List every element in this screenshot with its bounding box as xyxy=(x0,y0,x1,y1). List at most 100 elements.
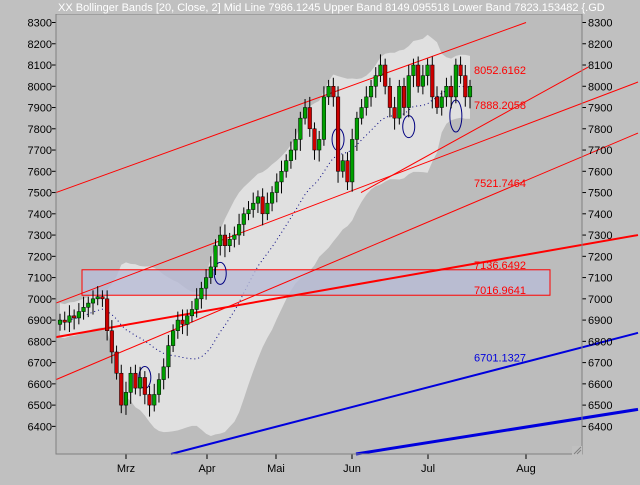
candle xyxy=(161,358,166,390)
y-tick-label-right: 7000 xyxy=(588,294,612,306)
y-tick-label-left: 7900 xyxy=(28,103,52,115)
candle-body xyxy=(86,302,91,308)
candle xyxy=(147,385,152,417)
y-tick-label-right: 7800 xyxy=(588,124,612,136)
level-label: 7016.9641 xyxy=(474,285,526,297)
resize-grip-icon[interactable] xyxy=(572,446,582,455)
candle xyxy=(307,96,312,137)
x-tick-label: Jun xyxy=(343,463,361,475)
candle xyxy=(270,186,275,212)
candle-body xyxy=(293,139,298,151)
candle-body xyxy=(279,171,284,183)
candle-body xyxy=(416,64,421,87)
candle-body xyxy=(321,96,326,140)
y-tick-label-right: 7600 xyxy=(588,166,612,178)
y-tick-label-left: 7000 xyxy=(28,294,52,306)
candle xyxy=(152,383,157,412)
candle-body xyxy=(138,377,143,389)
candle xyxy=(255,190,260,213)
candle-body xyxy=(354,117,359,140)
candle xyxy=(95,286,100,306)
header-bar xyxy=(0,0,640,14)
candle-body xyxy=(128,372,133,393)
candle xyxy=(453,58,458,104)
candle xyxy=(331,77,336,107)
trendline-3 xyxy=(55,132,639,381)
candle-body xyxy=(368,86,374,98)
candle-body xyxy=(411,64,416,76)
y-tick-label-left: 6700 xyxy=(28,358,52,370)
y-tick-label-right: 6500 xyxy=(588,400,612,412)
candle xyxy=(138,366,143,397)
candle xyxy=(81,296,86,320)
candle-body xyxy=(373,75,378,87)
candle-body xyxy=(72,315,77,319)
candle xyxy=(90,290,96,315)
level-label: 6701.1327 xyxy=(474,352,526,364)
candle-body xyxy=(232,234,237,240)
candle xyxy=(119,364,124,414)
candle-body xyxy=(430,64,435,98)
candle-body xyxy=(449,86,454,98)
y-tick-label-left: 8300 xyxy=(28,18,52,30)
candle-body xyxy=(57,319,63,325)
candle xyxy=(166,334,171,379)
y-tick-label-left: 7600 xyxy=(28,166,52,178)
y-tick-label-right: 7400 xyxy=(588,209,612,221)
bollinger-band-area xyxy=(60,34,470,437)
candle xyxy=(133,364,138,395)
y-tick-label-right: 7200 xyxy=(588,251,612,263)
candle-body xyxy=(350,139,355,183)
candle xyxy=(72,309,77,330)
candle xyxy=(298,111,303,151)
candle-body xyxy=(331,86,336,98)
candle xyxy=(467,79,473,109)
candle xyxy=(387,77,392,118)
candle-body xyxy=(397,86,402,119)
ellipse-marker xyxy=(213,261,227,285)
candle-body xyxy=(463,75,468,98)
candle-body xyxy=(307,107,312,130)
trendline-7 xyxy=(355,407,639,456)
candle xyxy=(397,79,402,125)
y-tick-label-left: 6500 xyxy=(28,400,52,412)
candle-body xyxy=(265,202,270,215)
candle-body xyxy=(156,379,162,395)
candle xyxy=(335,86,341,183)
candle-body xyxy=(194,298,199,310)
candle-body xyxy=(335,96,341,172)
candle-body xyxy=(251,202,256,210)
trendline-5 xyxy=(360,66,589,193)
candle-body xyxy=(387,86,392,108)
trendlines-layer xyxy=(55,22,639,456)
candle-body xyxy=(208,266,213,278)
candle xyxy=(142,371,147,405)
x-tick-label: Mai xyxy=(267,463,285,475)
candle-body xyxy=(345,160,350,183)
candle-body xyxy=(119,372,124,406)
candle-body xyxy=(434,96,440,108)
candle xyxy=(284,154,289,178)
candle xyxy=(180,309,185,335)
candle xyxy=(312,122,317,160)
candle-body xyxy=(458,64,463,76)
candle xyxy=(279,160,284,194)
candle-body xyxy=(270,192,275,204)
candle xyxy=(326,79,331,105)
candle-body xyxy=(100,296,105,300)
candle xyxy=(246,201,251,221)
candle-body xyxy=(364,96,369,108)
candle-body xyxy=(298,117,303,140)
level-label: 7136.6492 xyxy=(474,260,526,272)
candle-body xyxy=(326,86,331,98)
y-tick-label-right: 7700 xyxy=(588,145,612,157)
candle xyxy=(57,313,63,331)
y-tick-label-right: 7300 xyxy=(588,230,612,242)
y-tick-label-left: 7500 xyxy=(28,188,52,200)
candle xyxy=(208,256,213,284)
candle-body xyxy=(246,209,251,215)
candle xyxy=(317,130,322,162)
candle xyxy=(430,56,435,109)
candle-body xyxy=(161,366,166,380)
candle-body xyxy=(204,277,209,289)
